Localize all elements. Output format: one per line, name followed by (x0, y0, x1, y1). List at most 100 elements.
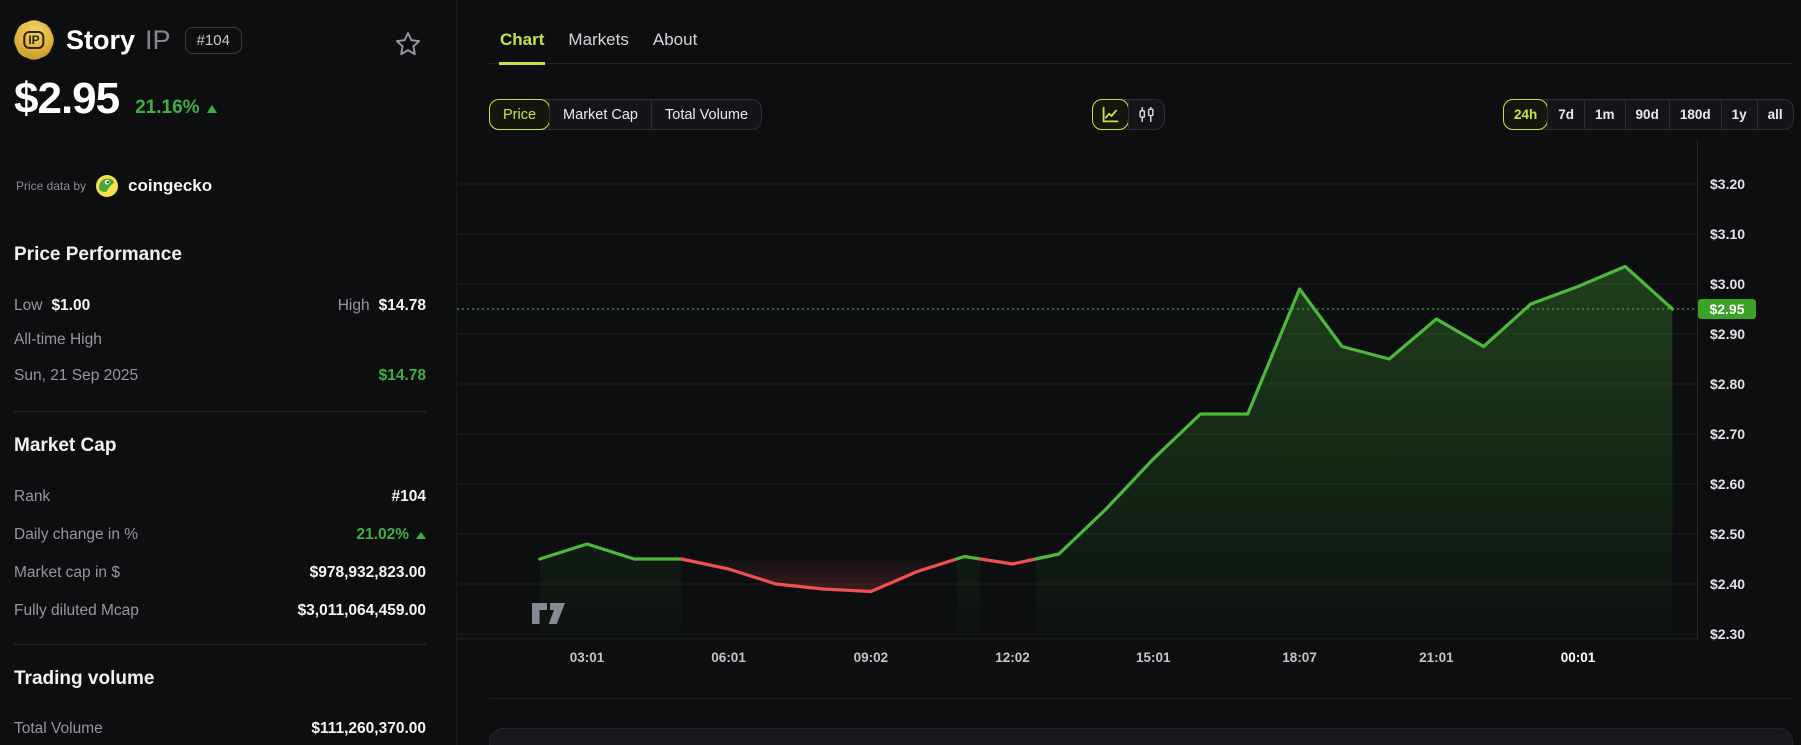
coin-header: IP Story IP #104 (8, 14, 242, 66)
x-axis-label: 03:01 (570, 650, 605, 665)
daily-change-value: 21.02% (356, 526, 426, 544)
line-chart-icon (1102, 106, 1119, 123)
metric-toggle: Price Market Cap Total Volume (489, 99, 763, 130)
star-icon (395, 32, 421, 56)
section-divider (14, 644, 426, 645)
timeframe-toggle: 24h 7d 1m 90d 180d 1y all (1503, 99, 1794, 130)
fdv-value: $3,011,064,459.00 (297, 602, 426, 619)
up-triangle-icon (206, 105, 217, 113)
x-axis-label: 12:02 (995, 650, 1030, 665)
coin-logo-text: IP (23, 31, 45, 49)
high-label: High (337, 297, 370, 314)
tab-markets[interactable]: Markets (567, 24, 629, 63)
sidebar-main-divider (456, 0, 457, 745)
coin-symbol: IP (145, 24, 171, 55)
tab-about[interactable]: About (652, 24, 698, 63)
daily-change-row: Daily change in % 21.02% (14, 526, 426, 544)
chart-bottom-divider (489, 698, 1793, 699)
y-axis-label: $2.90 (1710, 326, 1745, 342)
ath-value: $14.78 (378, 367, 426, 384)
price-change-value: 21.16% (135, 97, 200, 118)
daily-change-label: Daily change in % (14, 526, 139, 543)
y-axis-label: $2.30 (1710, 626, 1745, 642)
area-fill-green (539, 544, 682, 633)
chart-type-toggle (1092, 99, 1165, 130)
low-high-row: Low $1.00 High $14.78 (14, 297, 426, 315)
price-line-segment (679, 557, 959, 594)
low-value: $1.00 (51, 297, 91, 314)
price-chart[interactable]: $3.20 $3.10 $3.00 $2.90 $2.80 $2.70 $2.60 $2.50… (457, 135, 1801, 710)
y-axis-label: $2.50 (1710, 526, 1745, 542)
price-chart-area[interactable]: $3.20 $3.10 $3.00 $2.90 $2.80 $2.70 $2.60 $2.50… (457, 135, 1801, 710)
high-value: $14.78 (378, 297, 426, 314)
area-fill-red (681, 559, 957, 592)
rank-badge: #104 (184, 26, 242, 54)
section-divider (14, 411, 426, 412)
coin-sidebar: IP Story IP #104 $2.95 21.16% Price data… (0, 0, 457, 745)
favorite-star-button[interactable] (394, 30, 422, 58)
price-performance-heading: Price Performance (14, 244, 182, 265)
bottom-panel (489, 728, 1793, 745)
price-line-segment (955, 554, 983, 561)
ath-date-row: Sun, 21 Sep 2025 $14.78 (14, 367, 426, 385)
total-volume-label: Total Volume (14, 720, 103, 737)
tab-chart[interactable]: Chart (499, 24, 546, 65)
price-line-segment (538, 542, 684, 561)
timeframe-24h-button[interactable]: 24h (1503, 99, 1549, 130)
timeframe-180d-button[interactable]: 180d (1668, 100, 1721, 129)
timeframe-90d-button[interactable]: 90d (1624, 100, 1669, 129)
coingecko-icon (96, 175, 119, 197)
price-line-segment (1034, 264, 1675, 561)
low-label: Low (14, 297, 43, 314)
ath-date: Sun, 21 Sep 2025 (14, 367, 139, 384)
y-axis-label: $3.10 (1710, 226, 1745, 242)
price-row: $2.95 21.16% (14, 74, 217, 124)
market-cap-label: Market cap in $ (14, 564, 120, 581)
coin-logo-icon: IP (8, 14, 60, 66)
metric-marketcap-button[interactable]: Market Cap (549, 100, 651, 129)
fdv-label: Fully diluted Mcap (14, 602, 139, 619)
fdv-row: Fully diluted Mcap $3,011,064,459.00 (14, 602, 426, 620)
y-axis-label: $2.40 (1710, 576, 1745, 592)
trading-volume-heading: Trading volume (14, 668, 155, 689)
timeframe-7d-button[interactable]: 7d (1547, 100, 1584, 129)
tradingview-logo[interactable] (532, 603, 565, 624)
candlestick-chart-icon (1139, 107, 1154, 122)
timeframe-1y-button[interactable]: 1y (1720, 100, 1757, 129)
metric-volume-button[interactable]: Total Volume (651, 100, 761, 129)
candlestick-chart-button[interactable] (1128, 100, 1164, 129)
metric-price-button[interactable]: Price (489, 99, 551, 130)
market-cap-value: $978,932,823.00 (309, 564, 426, 581)
y-axis-label: $3.00 (1710, 276, 1745, 292)
y-axis-label: $3.20 (1710, 176, 1745, 192)
total-volume-value: $111,260,370.00 (311, 720, 426, 737)
x-axis-label: 15:01 (1136, 650, 1171, 665)
total-volume-row: Total Volume $111,260,370.00 (14, 720, 426, 738)
timeframe-all-button[interactable]: all (1756, 100, 1793, 129)
main-tabbar: Chart Markets About (489, 24, 1793, 65)
area-fill-green (956, 556, 981, 633)
x-axis-label: 06:01 (711, 650, 746, 665)
current-price: $2.95 (14, 74, 120, 123)
area-fill-green (1035, 266, 1673, 633)
ath-label: All-time High (14, 331, 102, 348)
x-axis-label: 21:01 (1419, 650, 1454, 665)
timeframe-1m-button[interactable]: 1m (1584, 100, 1625, 129)
coin-name: Story (66, 24, 136, 55)
current-price-badge-label: $2.95 (1709, 301, 1744, 317)
price-change-24h: 21.16% (135, 97, 217, 119)
line-chart-button[interactable] (1092, 99, 1129, 130)
market-cap-heading: Market Cap (14, 435, 117, 456)
x-axis-label: 18:07 (1282, 650, 1317, 665)
daily-change-number: 21.02% (356, 526, 409, 543)
x-axis-label: 09:02 (854, 650, 889, 665)
x-axis-label: 00:01 (1561, 650, 1596, 665)
rank-row: Rank #104 (14, 488, 426, 506)
market-cap-row: Market cap in $ $978,932,823.00 (14, 564, 426, 582)
current-price-badge (1698, 299, 1756, 319)
y-axis-label: $2.80 (1710, 376, 1745, 392)
rank-label: Rank (14, 488, 51, 505)
coingecko-link[interactable]: coingecko (128, 176, 213, 195)
attribution-label: Price data by (16, 179, 87, 193)
